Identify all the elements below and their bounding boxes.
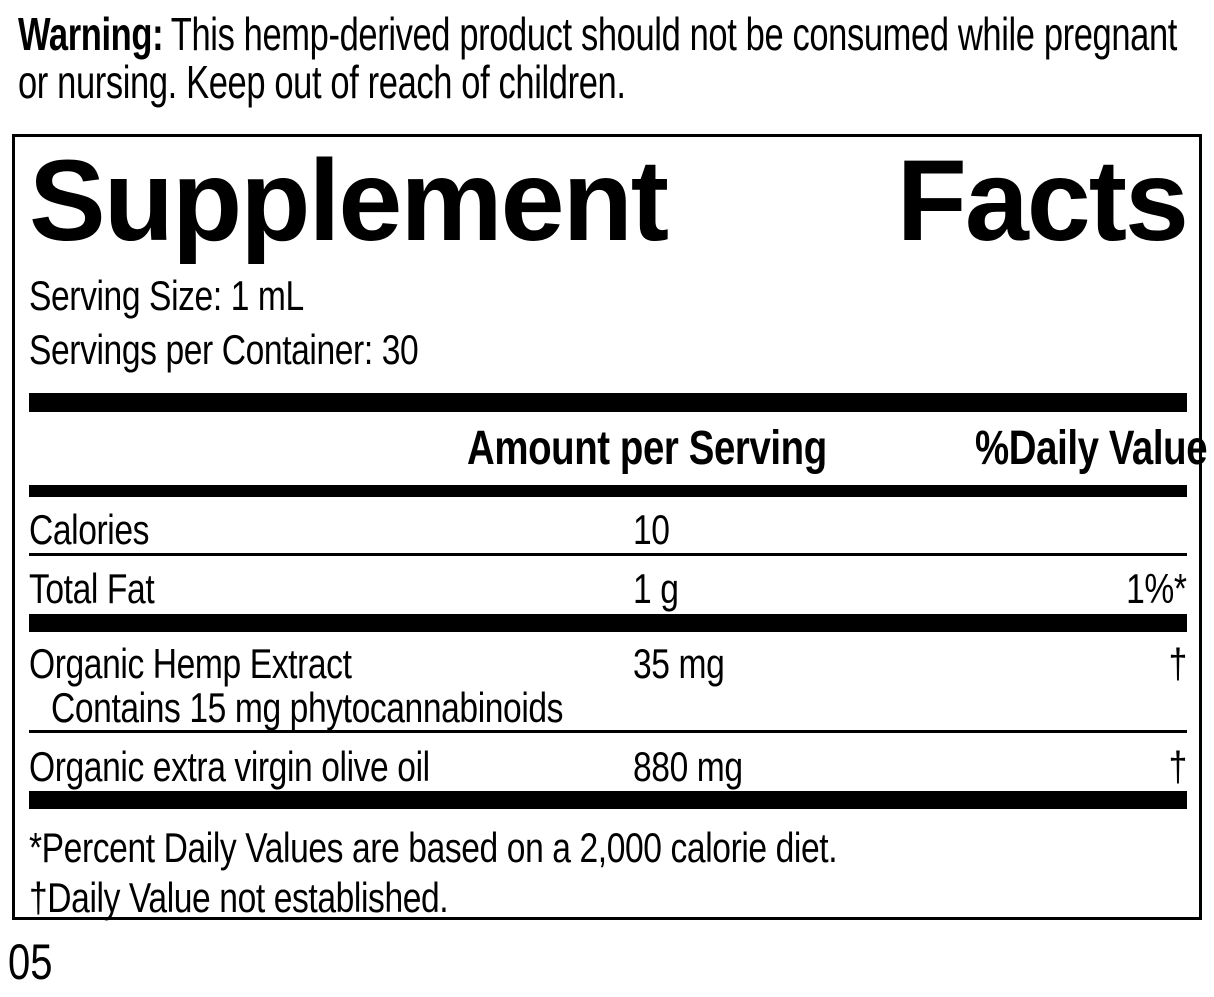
supplement-facts-panel: Supplement Facts Serving Size: 1 mL Serv… bbox=[12, 134, 1207, 923]
footnote-percent-daily-value: *Percent Daily Values are based on a 2,0… bbox=[29, 824, 838, 871]
nutrient-subtext: Contains 15 mg phytocannabinoids bbox=[51, 684, 564, 731]
medium-rule-below-header bbox=[29, 485, 1187, 497]
page-code-text: 05 bbox=[8, 934, 53, 990]
nutrient-amount: 1 g bbox=[633, 565, 679, 612]
title-word-supplement: Supplement bbox=[29, 137, 669, 265]
serving-size: Serving Size: 1 mL bbox=[29, 272, 304, 319]
nutrient-amount: 880 mg bbox=[633, 743, 743, 790]
warning-label: Warning: bbox=[18, 8, 164, 60]
nutrient-name: Organic Hemp Extract bbox=[29, 640, 352, 687]
nutrient-row-total-fat: Total Fat 1 g 1%* bbox=[29, 556, 1187, 614]
footnotes: *Percent Daily Values are based on a 2,0… bbox=[29, 823, 1187, 923]
nutrient-name: Calories bbox=[29, 506, 150, 553]
nutrient-row-calories: Calories 10 bbox=[29, 497, 1187, 556]
nutrient-daily-value: 1%* bbox=[1126, 565, 1188, 612]
column-header-amount: Amount per Serving bbox=[467, 422, 827, 475]
warning-line1: Warning: This hemp-derived product should… bbox=[18, 10, 1177, 58]
panel-title: Supplement Facts bbox=[29, 137, 1189, 265]
nutrient-name: Total Fat bbox=[29, 565, 155, 612]
footnote-daily-value-not-established: †Daily Value not established. bbox=[29, 874, 449, 921]
page-code: 05 bbox=[8, 936, 64, 988]
warning-line2: or nursing. Keep out of reach of childre… bbox=[18, 56, 626, 108]
column-header-daily-value: %Daily Value bbox=[974, 422, 1208, 475]
nutrient-row-olive-oil: Organic extra virgin olive oil 880 mg † bbox=[29, 733, 1187, 791]
nutrient-amount: 35 mg bbox=[633, 640, 725, 687]
column-header-row: Amount per Serving %Daily Value bbox=[29, 412, 1207, 485]
serving-info: Serving Size: 1 mL Servings per Containe… bbox=[29, 269, 1187, 377]
nutrient-amount: 10 bbox=[633, 506, 670, 553]
nutrient-row-hemp-extract: Organic Hemp Extract Contains 15 mg phyt… bbox=[29, 632, 1187, 733]
warning-text: Warning: This hemp-derived product should… bbox=[18, 10, 1214, 106]
thick-rule-bottom bbox=[29, 791, 1187, 809]
nutrient-daily-value-dagger: † bbox=[1168, 743, 1188, 790]
nutrient-daily-value-dagger: † bbox=[1168, 640, 1188, 687]
thick-rule-middle bbox=[29, 614, 1187, 632]
servings-per-container: Servings per Container: 30 bbox=[29, 326, 419, 373]
warning-line1-rest: This hemp-derived product should not be … bbox=[170, 8, 1178, 60]
thick-rule-top bbox=[29, 393, 1187, 412]
title-word-facts: Facts bbox=[896, 137, 1189, 265]
nutrient-name: Organic extra virgin olive oil bbox=[29, 743, 430, 790]
